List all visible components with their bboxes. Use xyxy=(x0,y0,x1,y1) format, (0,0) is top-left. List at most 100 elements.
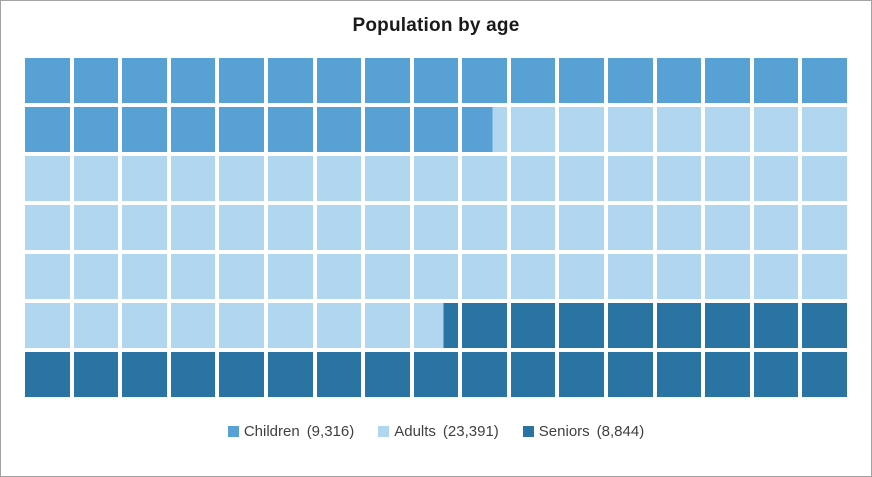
waffle-cell xyxy=(462,58,507,103)
waffle-cell xyxy=(219,352,264,397)
waffle-cell xyxy=(510,58,556,103)
waffle-cell xyxy=(656,205,702,250)
waffle-cell xyxy=(413,303,459,348)
waffle-cell xyxy=(753,352,799,397)
legend-item-seniors[interactable]: Seniors (8,844) xyxy=(522,423,645,440)
waffle-cell xyxy=(365,254,410,299)
waffle-cell xyxy=(559,254,605,299)
waffle-cell xyxy=(170,107,216,152)
waffle-cell xyxy=(365,205,410,250)
waffle-cell xyxy=(122,107,167,152)
waffle-cell xyxy=(510,352,556,397)
waffle-cell xyxy=(656,254,702,299)
waffle-cell xyxy=(462,156,507,201)
waffle-cell xyxy=(656,58,702,103)
waffle-cell xyxy=(170,254,216,299)
waffle-cell xyxy=(25,352,70,397)
waffle-cell xyxy=(753,58,799,103)
waffle-cell xyxy=(122,205,167,250)
waffle-cell xyxy=(267,205,313,250)
waffle-cell xyxy=(170,205,216,250)
legend-label: Seniors xyxy=(538,423,590,440)
waffle-cell xyxy=(316,254,362,299)
waffle-cell xyxy=(705,107,750,152)
waffle-cell xyxy=(510,156,556,201)
waffle-cell xyxy=(802,58,847,103)
waffle-cell xyxy=(170,58,216,103)
waffle-grid xyxy=(25,58,847,397)
waffle-cell xyxy=(170,156,216,201)
waffle-cell xyxy=(25,107,70,152)
waffle-cell xyxy=(25,205,70,250)
waffle-cell xyxy=(122,156,167,201)
waffle-cell xyxy=(462,254,507,299)
waffle-cell xyxy=(365,156,410,201)
waffle-cell xyxy=(316,156,362,201)
legend-label: Adults xyxy=(394,423,436,440)
legend-count: (8,844) xyxy=(596,423,645,440)
waffle-cell xyxy=(73,205,119,250)
waffle-cell xyxy=(25,58,70,103)
waffle-cell xyxy=(705,303,750,348)
waffle-cell xyxy=(559,352,605,397)
waffle-cell xyxy=(510,254,556,299)
waffle-cell xyxy=(413,205,459,250)
waffle-cell xyxy=(802,156,847,201)
waffle-cell xyxy=(462,352,507,397)
waffle-cell xyxy=(608,107,653,152)
waffle-cell xyxy=(73,352,119,397)
waffle-cell xyxy=(705,352,750,397)
waffle-cell xyxy=(413,352,459,397)
waffle-cell xyxy=(753,107,799,152)
waffle-cell xyxy=(365,107,410,152)
waffle-cell xyxy=(462,107,507,152)
waffle-cell xyxy=(559,303,605,348)
legend-swatch-children xyxy=(227,426,239,437)
waffle-cell xyxy=(656,107,702,152)
waffle-cell xyxy=(753,156,799,201)
waffle-cell xyxy=(73,303,119,348)
waffle-cell xyxy=(316,107,362,152)
waffle-cell xyxy=(510,303,556,348)
legend-swatch-adults xyxy=(378,426,390,437)
waffle-cell xyxy=(73,156,119,201)
waffle-cell xyxy=(656,303,702,348)
waffle-cell xyxy=(267,107,313,152)
waffle-cell xyxy=(413,156,459,201)
waffle-cell xyxy=(656,352,702,397)
waffle-cell xyxy=(608,156,653,201)
waffle-cell xyxy=(559,107,605,152)
legend-swatch-seniors xyxy=(522,426,534,437)
legend: Children (9,316) Adults (23,391) Seniors… xyxy=(1,423,871,440)
waffle-cell xyxy=(705,205,750,250)
waffle-cell xyxy=(365,58,410,103)
waffle-cell xyxy=(219,303,264,348)
waffle-cell xyxy=(219,156,264,201)
waffle-cell xyxy=(608,352,653,397)
waffle-cell xyxy=(413,58,459,103)
waffle-cell xyxy=(219,58,264,103)
waffle-cell xyxy=(219,107,264,152)
waffle-cell xyxy=(802,254,847,299)
waffle-cell xyxy=(462,205,507,250)
waffle-cell xyxy=(608,254,653,299)
waffle-cell xyxy=(316,58,362,103)
legend-item-adults[interactable]: Adults (23,391) xyxy=(378,423,499,440)
waffle-cell xyxy=(413,254,459,299)
waffle-cell xyxy=(705,58,750,103)
waffle-cell xyxy=(267,303,313,348)
waffle-cell xyxy=(705,156,750,201)
waffle-cell xyxy=(73,254,119,299)
waffle-cell xyxy=(267,156,313,201)
waffle-cell xyxy=(365,303,410,348)
waffle-cell xyxy=(462,303,507,348)
waffle-cell xyxy=(122,58,167,103)
waffle-cell xyxy=(365,352,410,397)
waffle-cell xyxy=(559,156,605,201)
waffle-cell xyxy=(656,156,702,201)
legend-item-children[interactable]: Children (9,316) xyxy=(227,423,354,440)
waffle-cell xyxy=(753,254,799,299)
waffle-cell xyxy=(802,352,847,397)
waffle-cell xyxy=(170,352,216,397)
